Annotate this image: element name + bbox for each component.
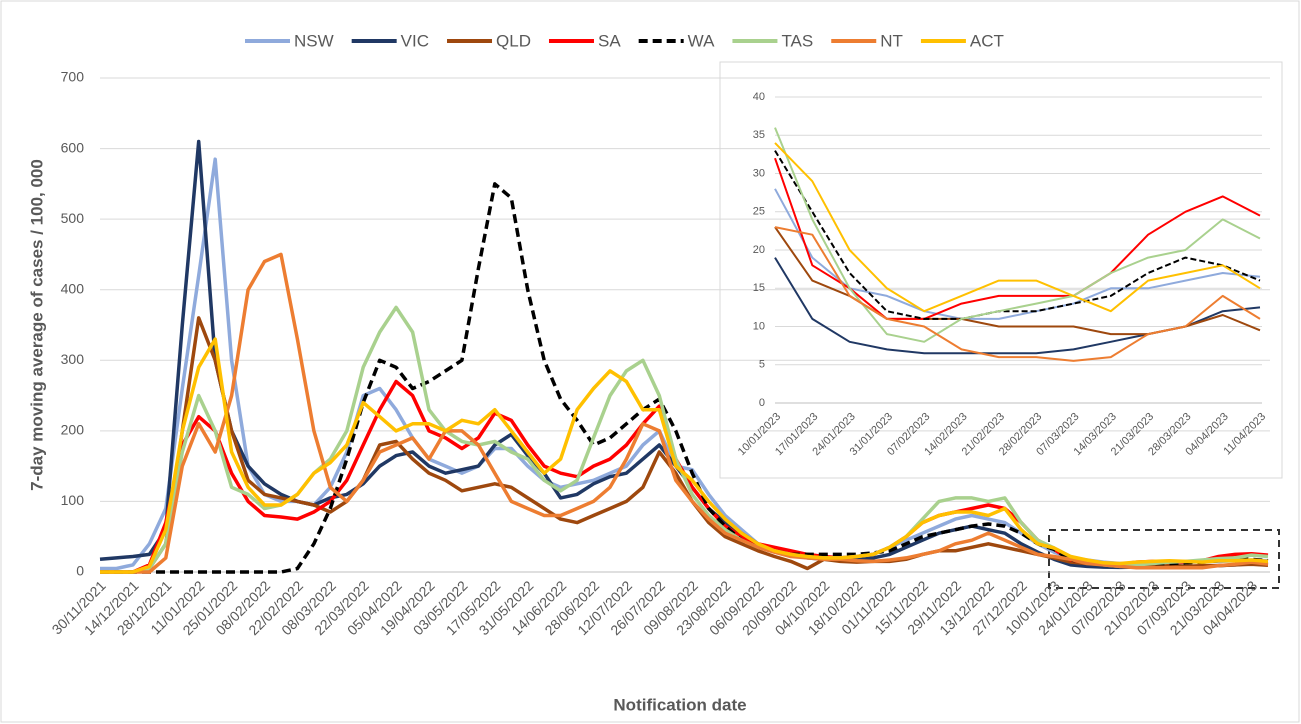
legend-label: NSW bbox=[294, 31, 334, 50]
legend-label: ACT bbox=[970, 31, 1004, 50]
y-tick-label: 400 bbox=[61, 280, 85, 296]
zoom-box bbox=[1048, 529, 1280, 589]
series-line bbox=[774, 127, 1261, 343]
y-tick-label: 0 bbox=[759, 397, 765, 409]
y-tick-label: 25 bbox=[753, 206, 765, 218]
legend-label: WA bbox=[688, 31, 715, 50]
y-tick-label: 0 bbox=[76, 563, 84, 579]
y-tick-label: 15 bbox=[753, 282, 765, 294]
legend-label: NT bbox=[880, 31, 903, 50]
y-tick-label: 20 bbox=[753, 244, 765, 256]
y-tick-label: 300 bbox=[61, 351, 85, 367]
legend-label: SA bbox=[598, 31, 621, 50]
y-axis-title: 7-day moving average of cases / 100, 000 bbox=[27, 159, 46, 491]
y-tick-label: 5 bbox=[759, 359, 765, 371]
y-tick-label: 500 bbox=[61, 210, 85, 226]
series-line bbox=[774, 142, 1261, 313]
legend-label: QLD bbox=[496, 31, 531, 50]
series-line bbox=[774, 150, 1261, 320]
y-tick-label: 100 bbox=[61, 492, 85, 508]
series-line bbox=[100, 337, 1269, 574]
y-tick-label: 35 bbox=[753, 129, 765, 141]
y-tick-label: 30 bbox=[753, 167, 765, 179]
series-line bbox=[100, 316, 1269, 574]
legend-label: TAS bbox=[781, 31, 813, 50]
y-tick-label: 40 bbox=[753, 91, 765, 103]
legend-label: VIC bbox=[401, 31, 429, 50]
y-tick-label: 700 bbox=[61, 69, 85, 85]
y-tick-label: 200 bbox=[61, 422, 85, 438]
inset-frame bbox=[719, 61, 1283, 479]
y-tick-label: 600 bbox=[61, 139, 85, 155]
x-axis-title: Notification date bbox=[613, 695, 746, 714]
series-line bbox=[774, 226, 1261, 362]
series-line bbox=[774, 188, 1261, 320]
series-line bbox=[100, 252, 1269, 574]
y-tick-label: 10 bbox=[753, 320, 765, 332]
series-line bbox=[774, 157, 1261, 320]
